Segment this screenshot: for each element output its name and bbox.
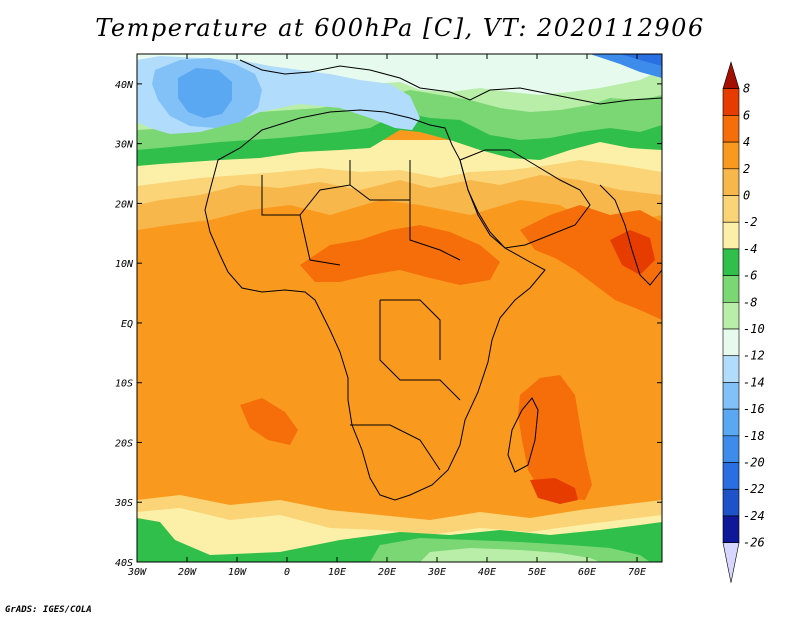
colorbar-bin (722, 195, 740, 223)
lon-tick-label: 10E (328, 567, 346, 578)
india-coastline (599, 184, 662, 286)
lat-tick-label: EQ (121, 319, 133, 330)
lat-tick-label: 30N (114, 140, 134, 151)
madagascar-coastline (507, 397, 539, 473)
colorbar-label: -18 (743, 429, 765, 443)
colorbar-bin (722, 60, 740, 90)
coastlines (204, 59, 662, 501)
lon-tick-label: 70E (628, 567, 646, 578)
colorbar-bin (722, 115, 740, 143)
colorbar-bin (722, 462, 740, 490)
colorbar-label: -2 (743, 215, 757, 229)
colorbar-label: 4 (743, 135, 750, 149)
colorbar-label: -8 (743, 295, 757, 309)
lon-tick-label: 40E (478, 567, 496, 578)
lon-tick-label: 20E (378, 567, 396, 578)
colorbar-label: -4 (743, 242, 757, 256)
hot-patch-madagascar-south (530, 478, 578, 504)
colorbar-label: -14 (743, 375, 765, 389)
plot-frame (136, 53, 663, 563)
colorbar: 8 6 4 2 0 -2 -4 -6 -8 -10 -12 -14 -16 -18 -20 -22 -24 -26 (722, 60, 765, 583)
colorbar-label: -24 (743, 509, 765, 523)
band-minus10-minus8-south (420, 548, 600, 562)
lon-tick-label: 10W (228, 567, 247, 578)
colorbar-bin (722, 488, 740, 517)
colorbar-label: -26 (743, 536, 765, 550)
lat-tick-label: 40S (115, 558, 133, 569)
lat-tick-label: 40N (115, 80, 134, 91)
lat-tick-label: 30S (114, 498, 133, 509)
colorbar-bin (722, 435, 740, 463)
lon-tick-label: 20W (178, 567, 197, 578)
credit-text: GrADS: IGES/COLA (5, 605, 92, 615)
arabia-coastline (459, 149, 591, 249)
africa-coastline (204, 109, 546, 501)
colorbar-bin (722, 248, 740, 276)
colorbar-label: 2 (743, 162, 750, 176)
lat-tick-label: 20S (115, 438, 133, 449)
colorbar-label: -16 (743, 402, 765, 416)
colorbar-bin (722, 275, 740, 303)
europe-coastline (239, 59, 662, 105)
colorbar-label: -6 (743, 269, 757, 283)
colorbar-bin (722, 221, 740, 250)
colorbar-bin (722, 355, 740, 383)
colorbar-label: -10 (743, 322, 765, 336)
colorbar-label: -12 (743, 349, 765, 363)
colorbar-label: -20 (743, 456, 765, 470)
map-title: Temperature at 600hPa [C], VT: 202011290… (95, 14, 705, 42)
colorbar-bin (722, 382, 740, 410)
colorbar-label: 8 (743, 82, 750, 96)
warm-patch-central-africa (300, 225, 500, 285)
colorbar-bin (722, 408, 740, 437)
lat-tick-label: 10N (115, 259, 134, 270)
temperature-field (137, 54, 662, 562)
internal-borders (261, 160, 461, 471)
lon-tick-label: 30W (127, 567, 147, 578)
colorbar-bin (722, 88, 740, 116)
colorbar-bin (722, 328, 740, 357)
colorbar-bin (722, 302, 740, 330)
colorbar-under-triangle (722, 542, 740, 583)
colorbar-label: 6 (743, 108, 750, 122)
colorbar-label: 0 (743, 189, 750, 203)
lon-tick-label: 60E (578, 567, 596, 578)
lat-tick-label: 10S (115, 379, 133, 390)
lon-tick-label: 50E (528, 567, 546, 578)
band-minus18-core-nw (178, 68, 232, 118)
lat-tick-label: 20N (115, 199, 134, 210)
colorbar-label: -22 (743, 482, 765, 496)
lon-tick-label: 0 (284, 567, 290, 578)
band-cold-ne-corner-inner (620, 54, 662, 66)
colorbar-bin (722, 515, 740, 543)
colorbar-bin (722, 168, 740, 196)
warm-patch-south-atlantic (240, 398, 298, 445)
colorbar-bin (722, 141, 740, 170)
lon-tick-label: 30E (427, 567, 446, 578)
